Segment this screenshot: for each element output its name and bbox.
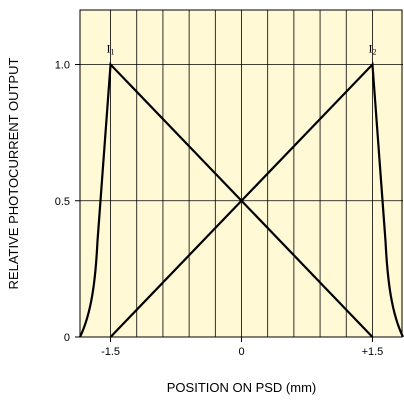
y-tick-label: 1.0 [55,60,70,72]
x-tick-label: +1.5 [362,346,384,358]
y-axis: 0 0.5 1.0 [55,60,80,344]
x-tick-label: -1.5 [101,346,120,358]
peak-label-i1: I1 [107,42,115,57]
x-axis-title: POSITION ON PSD (mm) [167,380,317,395]
y-tick-label: 0 [64,332,70,344]
annotations: I1 I2 [107,42,377,57]
y-axis-title: RELATIVE PHOTOCURRENT OUTPUT [6,58,21,290]
x-tick-label: 0 [238,346,244,358]
series-line-i2 [109,61,404,338]
grid-lines [80,10,403,337]
series-lines [79,61,404,338]
x-axis: -1.5 0 +1.5 [101,337,383,358]
series-line-i1 [79,61,374,338]
y-tick-label: 0.5 [55,196,70,208]
peak-label-i2: I2 [368,42,376,57]
